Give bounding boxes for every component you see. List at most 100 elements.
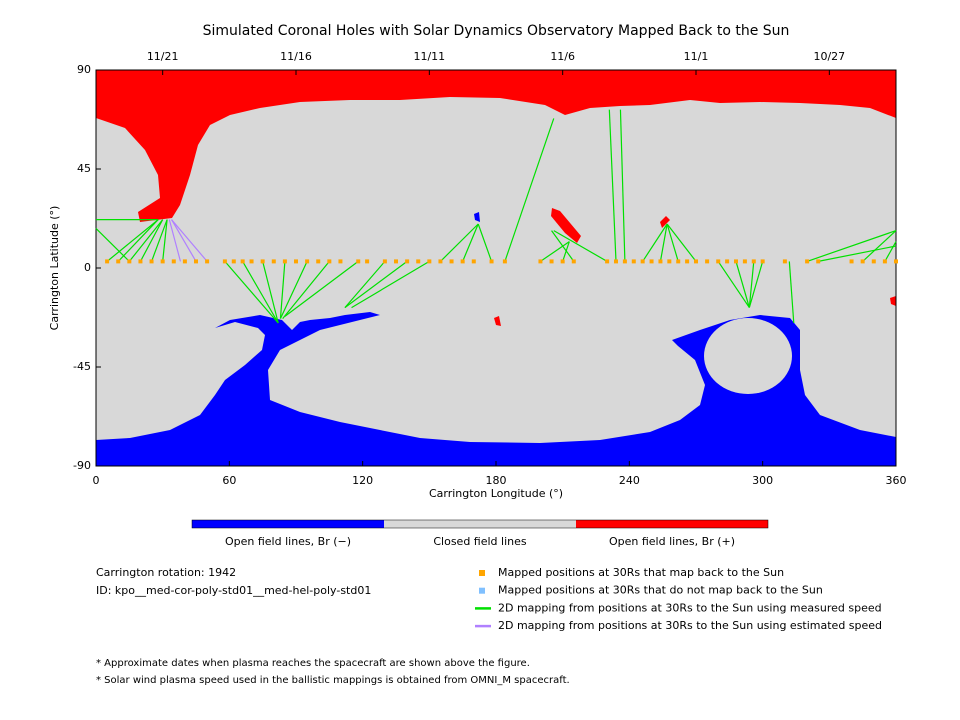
mapped-position — [631, 259, 636, 264]
mapped-position — [427, 259, 432, 264]
mapped-position — [605, 259, 610, 264]
mapped-position — [282, 259, 287, 264]
mapped-position — [405, 259, 410, 264]
top-tick-label: 11/16 — [280, 50, 312, 63]
mapping-line — [262, 261, 279, 324]
top-tick-label: 11/6 — [550, 50, 575, 63]
mapped-position — [138, 259, 143, 264]
mapping-line — [440, 223, 479, 262]
x-tick-label: 360 — [886, 474, 907, 487]
mapping-line — [504, 118, 555, 262]
y-tick-label: 45 — [77, 162, 91, 175]
y-tick-label: 0 — [84, 261, 91, 274]
positive-hole — [96, 70, 896, 222]
mapping-line — [619, 109, 626, 262]
top-tick-label: 11/11 — [413, 50, 445, 63]
mapped-position — [394, 259, 398, 264]
top-tick-label: 10/27 — [813, 50, 845, 63]
mapping-line — [788, 261, 795, 324]
mapped-position — [860, 259, 865, 264]
mapping-line — [659, 223, 668, 262]
legend-symbol — [479, 587, 485, 594]
top-tick-label: 11/1 — [684, 50, 709, 63]
mapping-line — [95, 227, 130, 262]
mapped-position — [849, 259, 854, 264]
mapped-position — [438, 259, 443, 264]
mapped-position — [734, 259, 738, 264]
y-tick-label: 90 — [77, 63, 91, 76]
mapped-position — [127, 259, 132, 264]
mapped-position — [116, 259, 121, 264]
mapping-line — [150, 219, 168, 262]
mapped-position — [294, 259, 298, 264]
legend-label: Mapped positions at 30Rs that map back t… — [498, 566, 784, 579]
closed-region — [704, 318, 792, 394]
mapped-position — [260, 259, 265, 264]
colorbar-label: Open field lines, Br (−) — [225, 535, 351, 548]
top-tick-label: 11/21 — [147, 50, 179, 63]
mapping-line — [106, 219, 159, 262]
mapped-position — [249, 259, 254, 264]
mapping-line — [608, 109, 617, 262]
x-axis-label: Carrington Longitude (°) — [429, 487, 563, 500]
x-tick-label: 60 — [222, 474, 236, 487]
mapped-position — [365, 259, 370, 264]
mapping-line — [162, 219, 168, 262]
mapped-position — [240, 259, 245, 264]
mapped-position — [622, 259, 627, 264]
colorbar-label: Closed field lines — [433, 535, 527, 548]
mapped-position — [805, 259, 810, 264]
chart-title: Simulated Coronal Holes with Solar Dynam… — [203, 23, 790, 39]
mapped-position — [549, 259, 554, 264]
mapped-position — [316, 259, 321, 264]
mapped-position — [105, 259, 110, 264]
footnote: * Approximate dates when plasma reaches … — [96, 658, 530, 669]
colorbar-label: Open field lines, Br (+) — [609, 535, 735, 548]
legend-label: 2D mapping from positions at 30Rs to the… — [498, 601, 882, 614]
mapping-line — [748, 261, 764, 308]
map-regions — [96, 70, 896, 466]
mapping-line — [884, 241, 897, 262]
mapping-line — [551, 230, 575, 262]
mapped-position — [149, 259, 154, 264]
mapping-line — [171, 219, 208, 262]
mapping-line — [862, 230, 897, 262]
mapping-line — [344, 260, 408, 309]
mapped-position — [760, 259, 765, 264]
mapping-line — [344, 261, 386, 308]
mapped-position — [160, 259, 165, 264]
mapped-position — [416, 259, 421, 264]
mapped-position — [231, 259, 236, 264]
mapped-position — [182, 259, 187, 264]
mapping-line — [128, 219, 164, 262]
mapped-position — [460, 259, 465, 264]
legend-label: 2D mapping from positions at 30Rs to the… — [498, 619, 882, 632]
x-tick-label: 240 — [619, 474, 640, 487]
mapping-line — [284, 260, 359, 317]
mapped-position — [449, 259, 454, 264]
mapped-position — [685, 259, 690, 264]
mapping-line — [748, 261, 755, 308]
mapping-line — [462, 223, 479, 262]
mapped-position — [502, 259, 507, 264]
mapping-line — [666, 223, 679, 262]
mapped-position — [751, 259, 756, 264]
mapping-line — [279, 261, 286, 319]
mapped-position — [676, 259, 681, 264]
mapped-position — [338, 259, 343, 264]
mapping-line — [735, 261, 750, 308]
mapping-line — [117, 219, 159, 262]
mapped-position — [471, 259, 476, 264]
x-tick-label: 120 — [352, 474, 373, 487]
mapping-line — [171, 219, 197, 262]
mapping-line — [666, 223, 697, 262]
mapped-position — [816, 259, 821, 264]
mapping-line — [717, 261, 750, 308]
mapping-line — [282, 261, 330, 319]
x-tick-label: 300 — [752, 474, 773, 487]
mapped-position — [560, 259, 565, 264]
mapping-line — [477, 223, 493, 262]
mapping-line — [168, 219, 182, 262]
mapping-line — [642, 223, 668, 262]
mapped-position — [171, 259, 176, 264]
